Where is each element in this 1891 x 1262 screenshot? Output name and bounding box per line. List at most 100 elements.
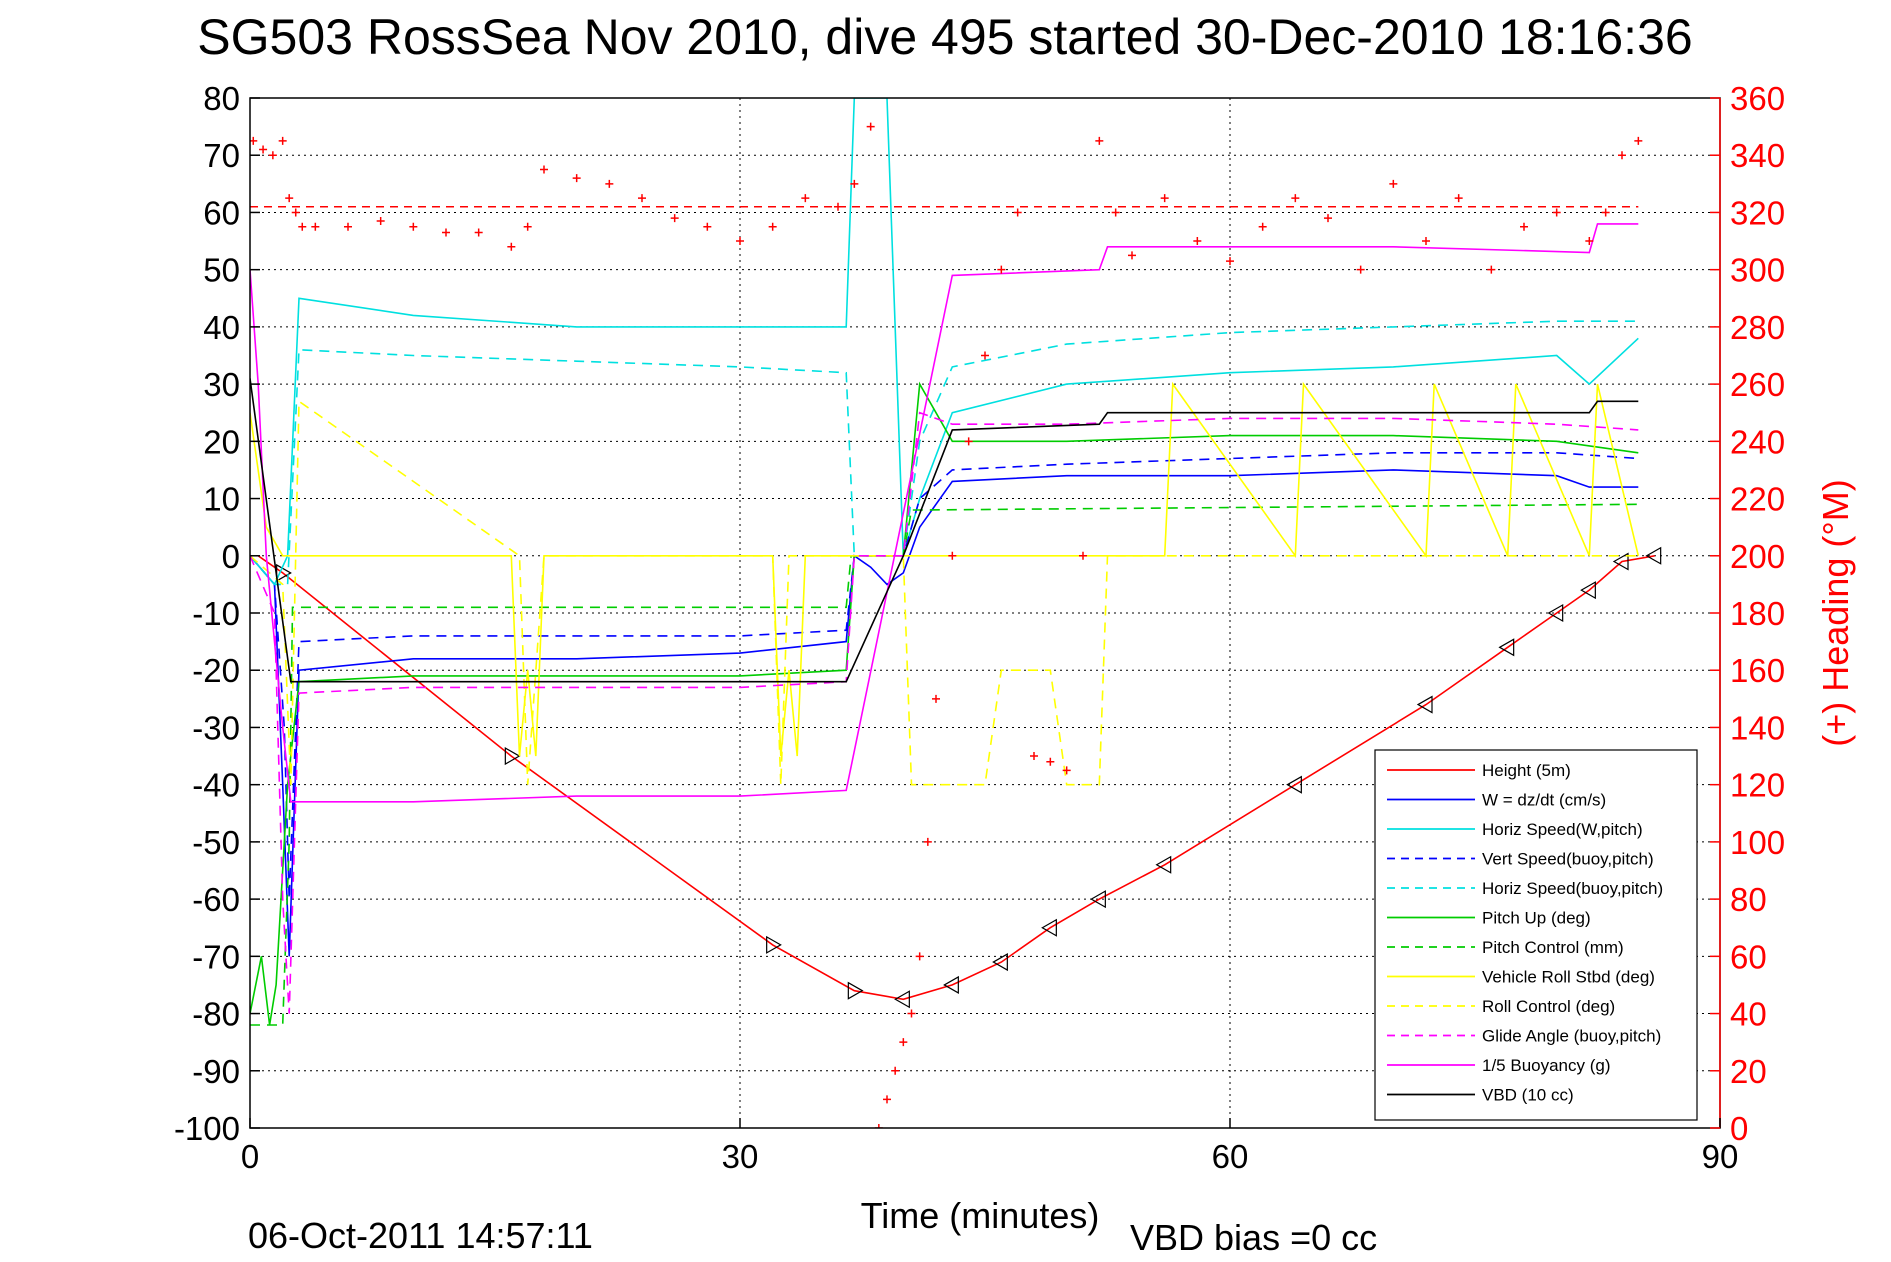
y-tick-label-right: 360 [1730, 80, 1785, 117]
heading-point [1193, 237, 1202, 246]
heading-point [834, 202, 842, 211]
heading-point [874, 1124, 883, 1128]
legend-entry: Vehicle Roll Stbd (deg) [1482, 968, 1655, 987]
heading-point [1046, 757, 1055, 766]
series-8-line [250, 399, 1639, 786]
height-marker [1580, 581, 1596, 600]
y-tick-label-left: -20 [192, 652, 240, 689]
heading-point [1389, 179, 1398, 188]
heading-point [923, 837, 932, 846]
plot-area [250, 98, 1662, 1128]
heading-point [736, 237, 744, 246]
height-marker [943, 975, 959, 994]
y-tick-label-right: 180 [1730, 595, 1785, 632]
heading-point [670, 214, 679, 223]
y-tick-label-left: 40 [203, 309, 240, 346]
heading-point [703, 222, 712, 231]
heading-point [907, 1009, 916, 1018]
heading-point [801, 194, 810, 203]
heading-point [298, 222, 307, 231]
x-tick-label: 90 [1702, 1138, 1739, 1175]
heading-point [1634, 136, 1643, 145]
heading-point [1062, 766, 1071, 775]
y-tick-label-left: -70 [192, 938, 240, 975]
height-marker [1612, 552, 1629, 571]
legend: Height (5m) W = dz/dt (cm/s) Horiz Speed(W… [1374, 749, 1698, 1121]
legend-entry: 1/5 Buoyancy (g) [1482, 1056, 1611, 1075]
heading-point [291, 208, 300, 217]
y-tick-label-right: 0 [1730, 1110, 1748, 1147]
heading-point [1487, 265, 1496, 274]
y-tick-label-left: 20 [203, 423, 240, 460]
heading-point [1258, 222, 1267, 231]
height-marker [504, 747, 521, 766]
heading-point [1618, 151, 1626, 160]
legend-entry: Horiz Speed(W,pitch) [1482, 820, 1643, 839]
heading-point [915, 952, 924, 961]
footer-date: 06-Oct-2011 14:57:11 [248, 1215, 593, 1256]
x-axis-label: Time (minutes) [861, 1195, 1100, 1236]
heading-point [948, 551, 957, 560]
legend-entry: Pitch Control (mm) [1482, 938, 1624, 957]
y-tick-label-right: 280 [1730, 309, 1785, 346]
heading-point [1013, 208, 1022, 217]
series-4-line [250, 320, 1639, 586]
y-tick-label-right: 160 [1730, 652, 1785, 689]
series-11-line [250, 378, 1639, 683]
heading-point [1128, 251, 1136, 260]
heading-point [997, 265, 1006, 274]
chart-title: SG503 RossSea Nov 2010, dive 495 started… [197, 9, 1692, 65]
heading-point [866, 122, 875, 131]
heading-point [442, 228, 450, 237]
heading-point [409, 222, 418, 231]
y-tick-label-left: 10 [203, 481, 240, 518]
height-marker [1547, 603, 1564, 623]
heading-point [899, 1038, 908, 1047]
heading-point [344, 222, 352, 231]
heading-point [376, 217, 385, 226]
heading-point [964, 437, 973, 446]
legend-entry: Vert Speed(buoy,pitch) [1482, 850, 1654, 869]
height-marker [766, 935, 782, 954]
heading-point [523, 222, 532, 231]
y-tick-label-right: 100 [1730, 824, 1785, 861]
y-tick-label-left: 50 [203, 252, 240, 289]
heading-point [540, 165, 548, 174]
heading-point [285, 194, 294, 203]
heading-point [1422, 237, 1430, 246]
y-tick-label-left: 60 [203, 194, 240, 231]
y-tick-label-right: 340 [1730, 137, 1785, 174]
legend-entry: Height (5m) [1482, 761, 1571, 780]
y-tick-label-right: 80 [1730, 881, 1767, 918]
heading-point [1601, 208, 1610, 217]
x-tick-label: 30 [722, 1138, 759, 1175]
y-tick-label-right: 140 [1730, 709, 1785, 746]
height-marker [894, 990, 910, 1009]
heading-point [1160, 194, 1169, 203]
height-marker [1645, 546, 1662, 565]
heading-point [891, 1066, 900, 1075]
height-marker [847, 981, 864, 1000]
heading-point [268, 151, 277, 160]
legend-entry: W = dz/dt (cm/s) [1482, 791, 1606, 810]
y-tick-label-left: -80 [192, 996, 240, 1033]
y-tick-label-left: 0 [222, 538, 240, 575]
legend-box [1374, 749, 1698, 1121]
height-marker [1498, 638, 1515, 657]
plot-series [250, 98, 1662, 1128]
y-tick-label-left: -30 [192, 709, 240, 746]
heading-point [605, 179, 614, 188]
series-6-line [250, 503, 1639, 1026]
tick-labels: 0 30 60 9080706050403020100-10-20-30-40-50-… [174, 80, 1785, 1175]
y-tick-label-left: -40 [192, 767, 240, 804]
y-tick-label-right: 240 [1730, 423, 1785, 460]
y-tick-label-right: 320 [1730, 194, 1785, 231]
series-7-line [250, 381, 1640, 757]
y-tick-label-right: 60 [1730, 938, 1767, 975]
y-tick-label-right: 20 [1730, 1053, 1767, 1090]
heading-point [507, 242, 516, 251]
height-marker [1090, 890, 1106, 909]
y-tick-label-right: 260 [1730, 366, 1785, 403]
heading-point [278, 136, 287, 145]
y-tick-label-right: 200 [1730, 538, 1785, 575]
